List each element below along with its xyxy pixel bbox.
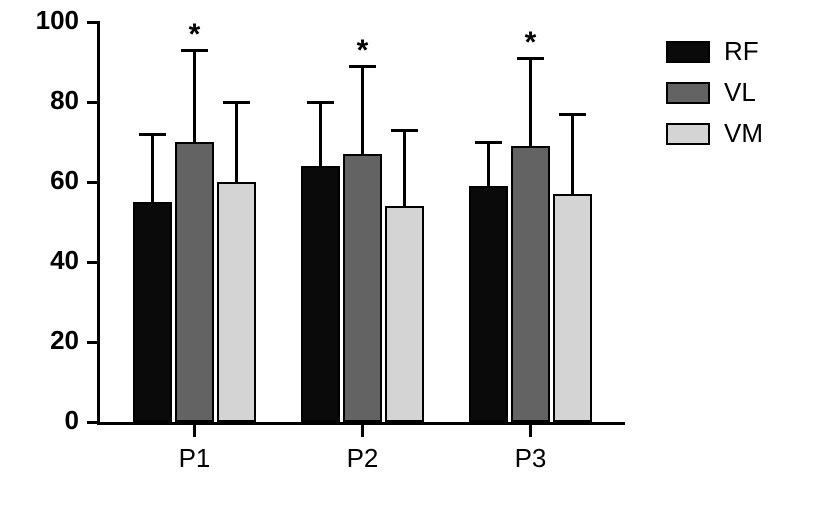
y-tick [87,181,97,184]
legend-swatch [666,82,710,104]
errbar [529,58,532,146]
x-tick [193,425,196,437]
legend-item-VM: VM [666,118,763,149]
y-tick [87,421,97,424]
y-tick-label: 60 [0,165,79,196]
x-group-label: P2 [313,443,413,474]
bar-RF [469,186,508,422]
sig-marker: * [343,34,383,68]
errbar [487,142,490,186]
errcap [307,101,334,104]
y-tick-label: 80 [0,85,79,116]
errbar [151,134,154,202]
x-tick [529,425,532,437]
legend-label: VL [724,77,756,108]
legend-label: VM [724,118,763,149]
bar-VM [385,206,424,422]
x-group-label: P3 [481,443,581,474]
errcap [475,141,502,144]
errbar [319,102,322,166]
errcap [223,101,250,104]
y-tick [87,341,97,344]
legend-item-VL: VL [666,77,763,108]
bar-RF [133,202,172,422]
sig-marker: * [175,18,215,52]
errcap [559,113,586,116]
y-tick [87,101,97,104]
errcap [391,129,418,132]
legend: RF VL VM [666,36,763,159]
errbar [235,102,238,182]
legend-label: RF [724,36,759,67]
bar-RF [301,166,340,422]
bar-VL [175,142,214,422]
legend-swatch [666,41,710,63]
legend-item-RF: RF [666,36,763,67]
x-tick [361,425,364,437]
y-axis [97,21,100,424]
y-tick [87,21,97,24]
y-tick [87,261,97,264]
y-tick-label: 40 [0,245,79,276]
chart-container: RF VL VM 0 20 40 60 80 100 * P1 * P2 * P3 [0,0,833,510]
legend-swatch [666,123,710,145]
bar-VL [511,146,550,422]
y-tick-label: 100 [0,5,79,36]
bar-VM [217,182,256,422]
errcap [139,133,166,136]
sig-marker: * [511,26,551,60]
x-group-label: P1 [145,443,245,474]
errbar [403,130,406,206]
y-tick-label: 0 [0,405,79,436]
bar-VL [343,154,382,422]
y-tick-label: 20 [0,325,79,356]
errbar [193,50,196,142]
bar-VM [553,194,592,422]
errbar [361,66,364,154]
errbar [571,114,574,194]
